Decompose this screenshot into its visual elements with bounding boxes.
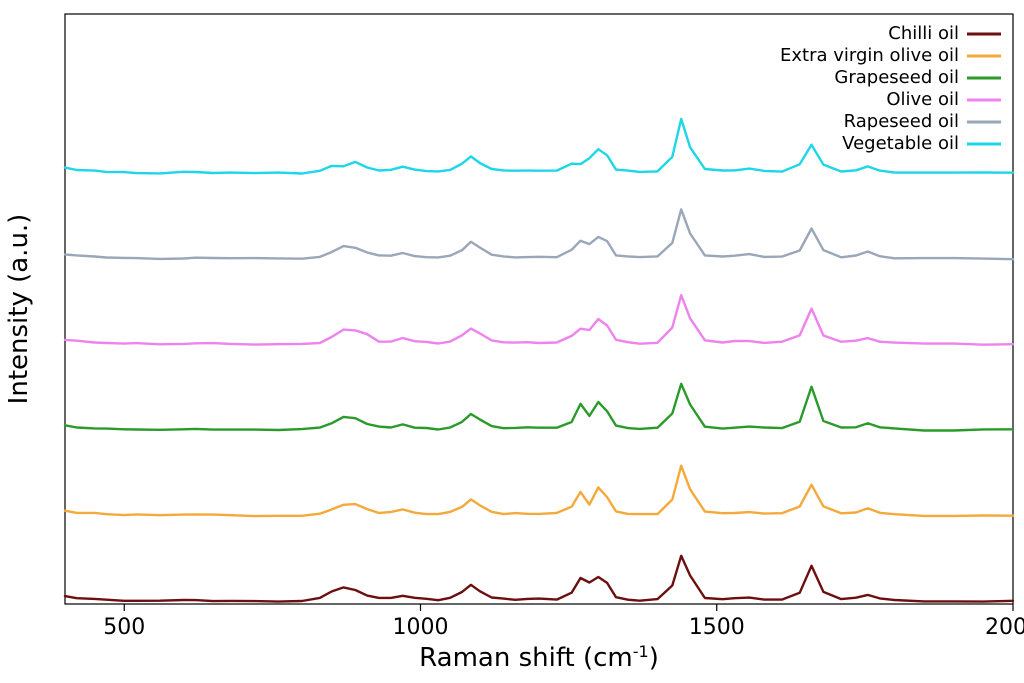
chart-svg: 500 1000 1500 2000 Raman shift (cm-1) Intensi… bbox=[0, 0, 1024, 683]
x-axis-title: Raman shift (cm-1) bbox=[419, 642, 659, 674]
x-tick-label: 1000 bbox=[393, 615, 449, 640]
x-tick-label: 500 bbox=[103, 615, 145, 640]
legend-label: Olive oil bbox=[886, 89, 959, 110]
x-tick-label: 2000 bbox=[985, 615, 1024, 640]
legend-label: Chilli oil bbox=[888, 23, 959, 44]
legend-label: Grapeseed oil bbox=[834, 67, 959, 88]
y-axis-title: Intensity (a.u.) bbox=[4, 214, 34, 405]
legend-label: Rapeseed oil bbox=[844, 111, 959, 132]
legend-label: Extra virgin olive oil bbox=[780, 45, 959, 66]
legend-label: Vegetable oil bbox=[842, 133, 959, 154]
raman-spectra-chart: 500 1000 1500 2000 Raman shift (cm-1) Intensi… bbox=[0, 0, 1024, 683]
x-tick-label: 1500 bbox=[689, 615, 745, 640]
